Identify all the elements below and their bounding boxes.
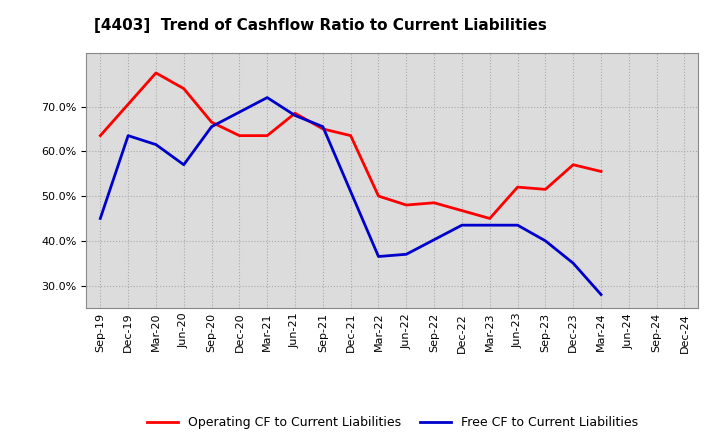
Line: Free CF to Current Liabilities: Free CF to Current Liabilities	[100, 98, 601, 294]
Line: Operating CF to Current Liabilities: Operating CF to Current Liabilities	[100, 73, 601, 218]
Operating CF to Current Liabilities	[597, 169, 606, 174]
Operating CF to Current Liabilities	[235, 133, 243, 138]
Operating CF to Current Liabilities	[96, 133, 104, 138]
Operating CF to Current Liabilities	[430, 200, 438, 205]
Free CF to Current Liabilities	[541, 238, 550, 243]
Free CF to Current Liabilities	[318, 124, 327, 129]
Free CF to Current Liabilities	[374, 254, 383, 259]
Free CF to Current Liabilities	[458, 223, 467, 228]
Free CF to Current Liabilities	[96, 216, 104, 221]
Text: [4403]  Trend of Cashflow Ratio to Current Liabilities: [4403] Trend of Cashflow Ratio to Curren…	[94, 18, 546, 33]
Free CF to Current Liabilities	[124, 133, 132, 138]
Free CF to Current Liabilities	[207, 124, 216, 129]
Operating CF to Current Liabilities	[207, 120, 216, 125]
Free CF to Current Liabilities	[513, 223, 522, 228]
Operating CF to Current Liabilities	[318, 126, 327, 132]
Free CF to Current Liabilities	[263, 95, 271, 100]
Operating CF to Current Liabilities	[513, 184, 522, 190]
Free CF to Current Liabilities	[597, 292, 606, 297]
Free CF to Current Liabilities	[152, 142, 161, 147]
Operating CF to Current Liabilities	[374, 194, 383, 199]
Operating CF to Current Liabilities	[263, 133, 271, 138]
Operating CF to Current Liabilities	[291, 110, 300, 116]
Free CF to Current Liabilities	[402, 252, 410, 257]
Operating CF to Current Liabilities	[346, 133, 355, 138]
Free CF to Current Liabilities	[569, 260, 577, 266]
Operating CF to Current Liabilities	[402, 202, 410, 208]
Legend: Operating CF to Current Liabilities, Free CF to Current Liabilities: Operating CF to Current Liabilities, Fre…	[142, 411, 643, 434]
Operating CF to Current Liabilities	[485, 216, 494, 221]
Operating CF to Current Liabilities	[152, 70, 161, 76]
Free CF to Current Liabilities	[179, 162, 188, 167]
Operating CF to Current Liabilities	[569, 162, 577, 167]
Free CF to Current Liabilities	[485, 223, 494, 228]
Operating CF to Current Liabilities	[179, 86, 188, 91]
Operating CF to Current Liabilities	[541, 187, 550, 192]
Free CF to Current Liabilities	[291, 113, 300, 118]
